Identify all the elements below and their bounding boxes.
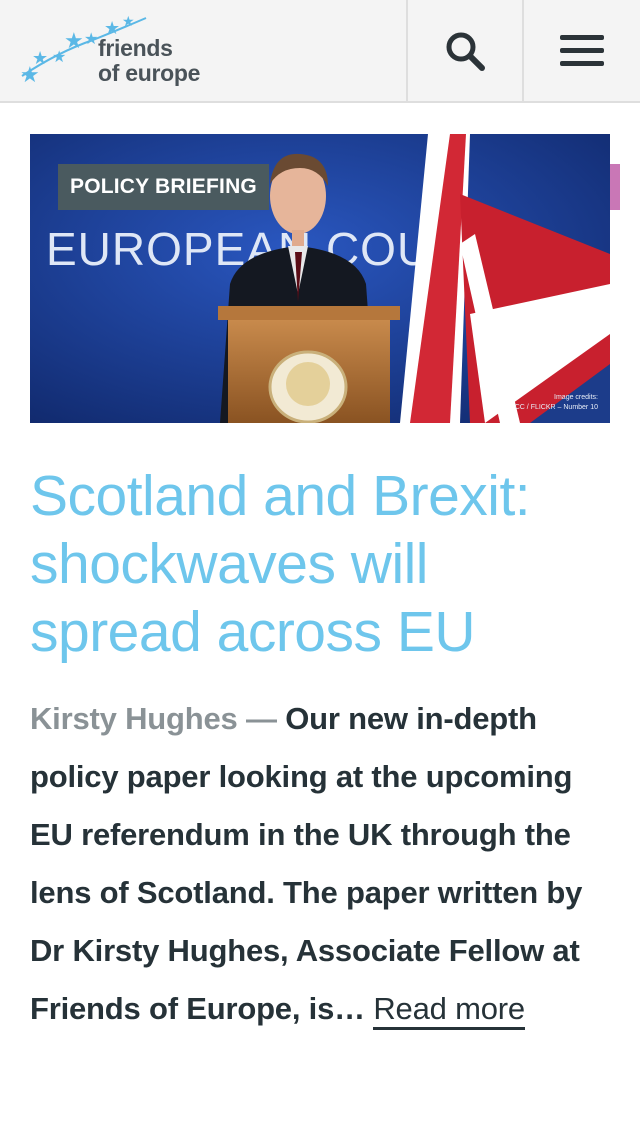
menu-button[interactable] [522, 0, 640, 101]
article-hero-image[interactable]: EUROPEAN COUNCIL [30, 134, 610, 423]
credits-line-2: CC / FLICKR – Number 10 [514, 404, 598, 411]
site-logo[interactable]: ★ ★ ★ ★ ★ ★ ★ friends of europe [18, 12, 208, 90]
logo-line-2: of europe [98, 60, 201, 86]
accent-tab [610, 164, 620, 210]
svg-text:★: ★ [52, 47, 66, 66]
svg-text:★: ★ [20, 63, 40, 88]
read-more-link[interactable]: Read more [373, 991, 525, 1030]
logo-wordmark: friends of europe [98, 36, 200, 86]
article-title[interactable]: Scotland and Brexit: shockwaves will spr… [30, 464, 531, 664]
search-button[interactable] [406, 0, 522, 101]
excerpt-text: Our new in-depth policy paper looking at… [30, 701, 583, 1026]
site-header: ★ ★ ★ ★ ★ ★ ★ friends of europe [0, 0, 640, 103]
stars-logo-icon: ★ ★ ★ ★ ★ ★ ★ [20, 14, 147, 88]
logo-line-1: friends [98, 35, 173, 61]
svg-text:★: ★ [84, 29, 98, 48]
image-credits: Image credits: CC / FLICKR – Number 10 [498, 393, 598, 413]
article-excerpt: Kirsty Hughes — Our new in-depth policy … [30, 690, 620, 1038]
svg-text:★: ★ [122, 14, 135, 30]
credits-line-1: Image credits: [554, 394, 598, 401]
svg-text:★: ★ [104, 18, 120, 39]
hamburger-menu-icon [560, 34, 604, 66]
svg-text:★: ★ [32, 48, 48, 69]
svg-text:★: ★ [64, 29, 84, 54]
hero-photo: EUROPEAN COUNCIL [30, 134, 610, 423]
search-icon [446, 32, 485, 71]
article-author[interactable]: Kirsty Hughes [30, 701, 238, 736]
category-badge[interactable]: POLICY BRIEFING [58, 164, 269, 210]
separator-dash: — [245, 701, 277, 736]
